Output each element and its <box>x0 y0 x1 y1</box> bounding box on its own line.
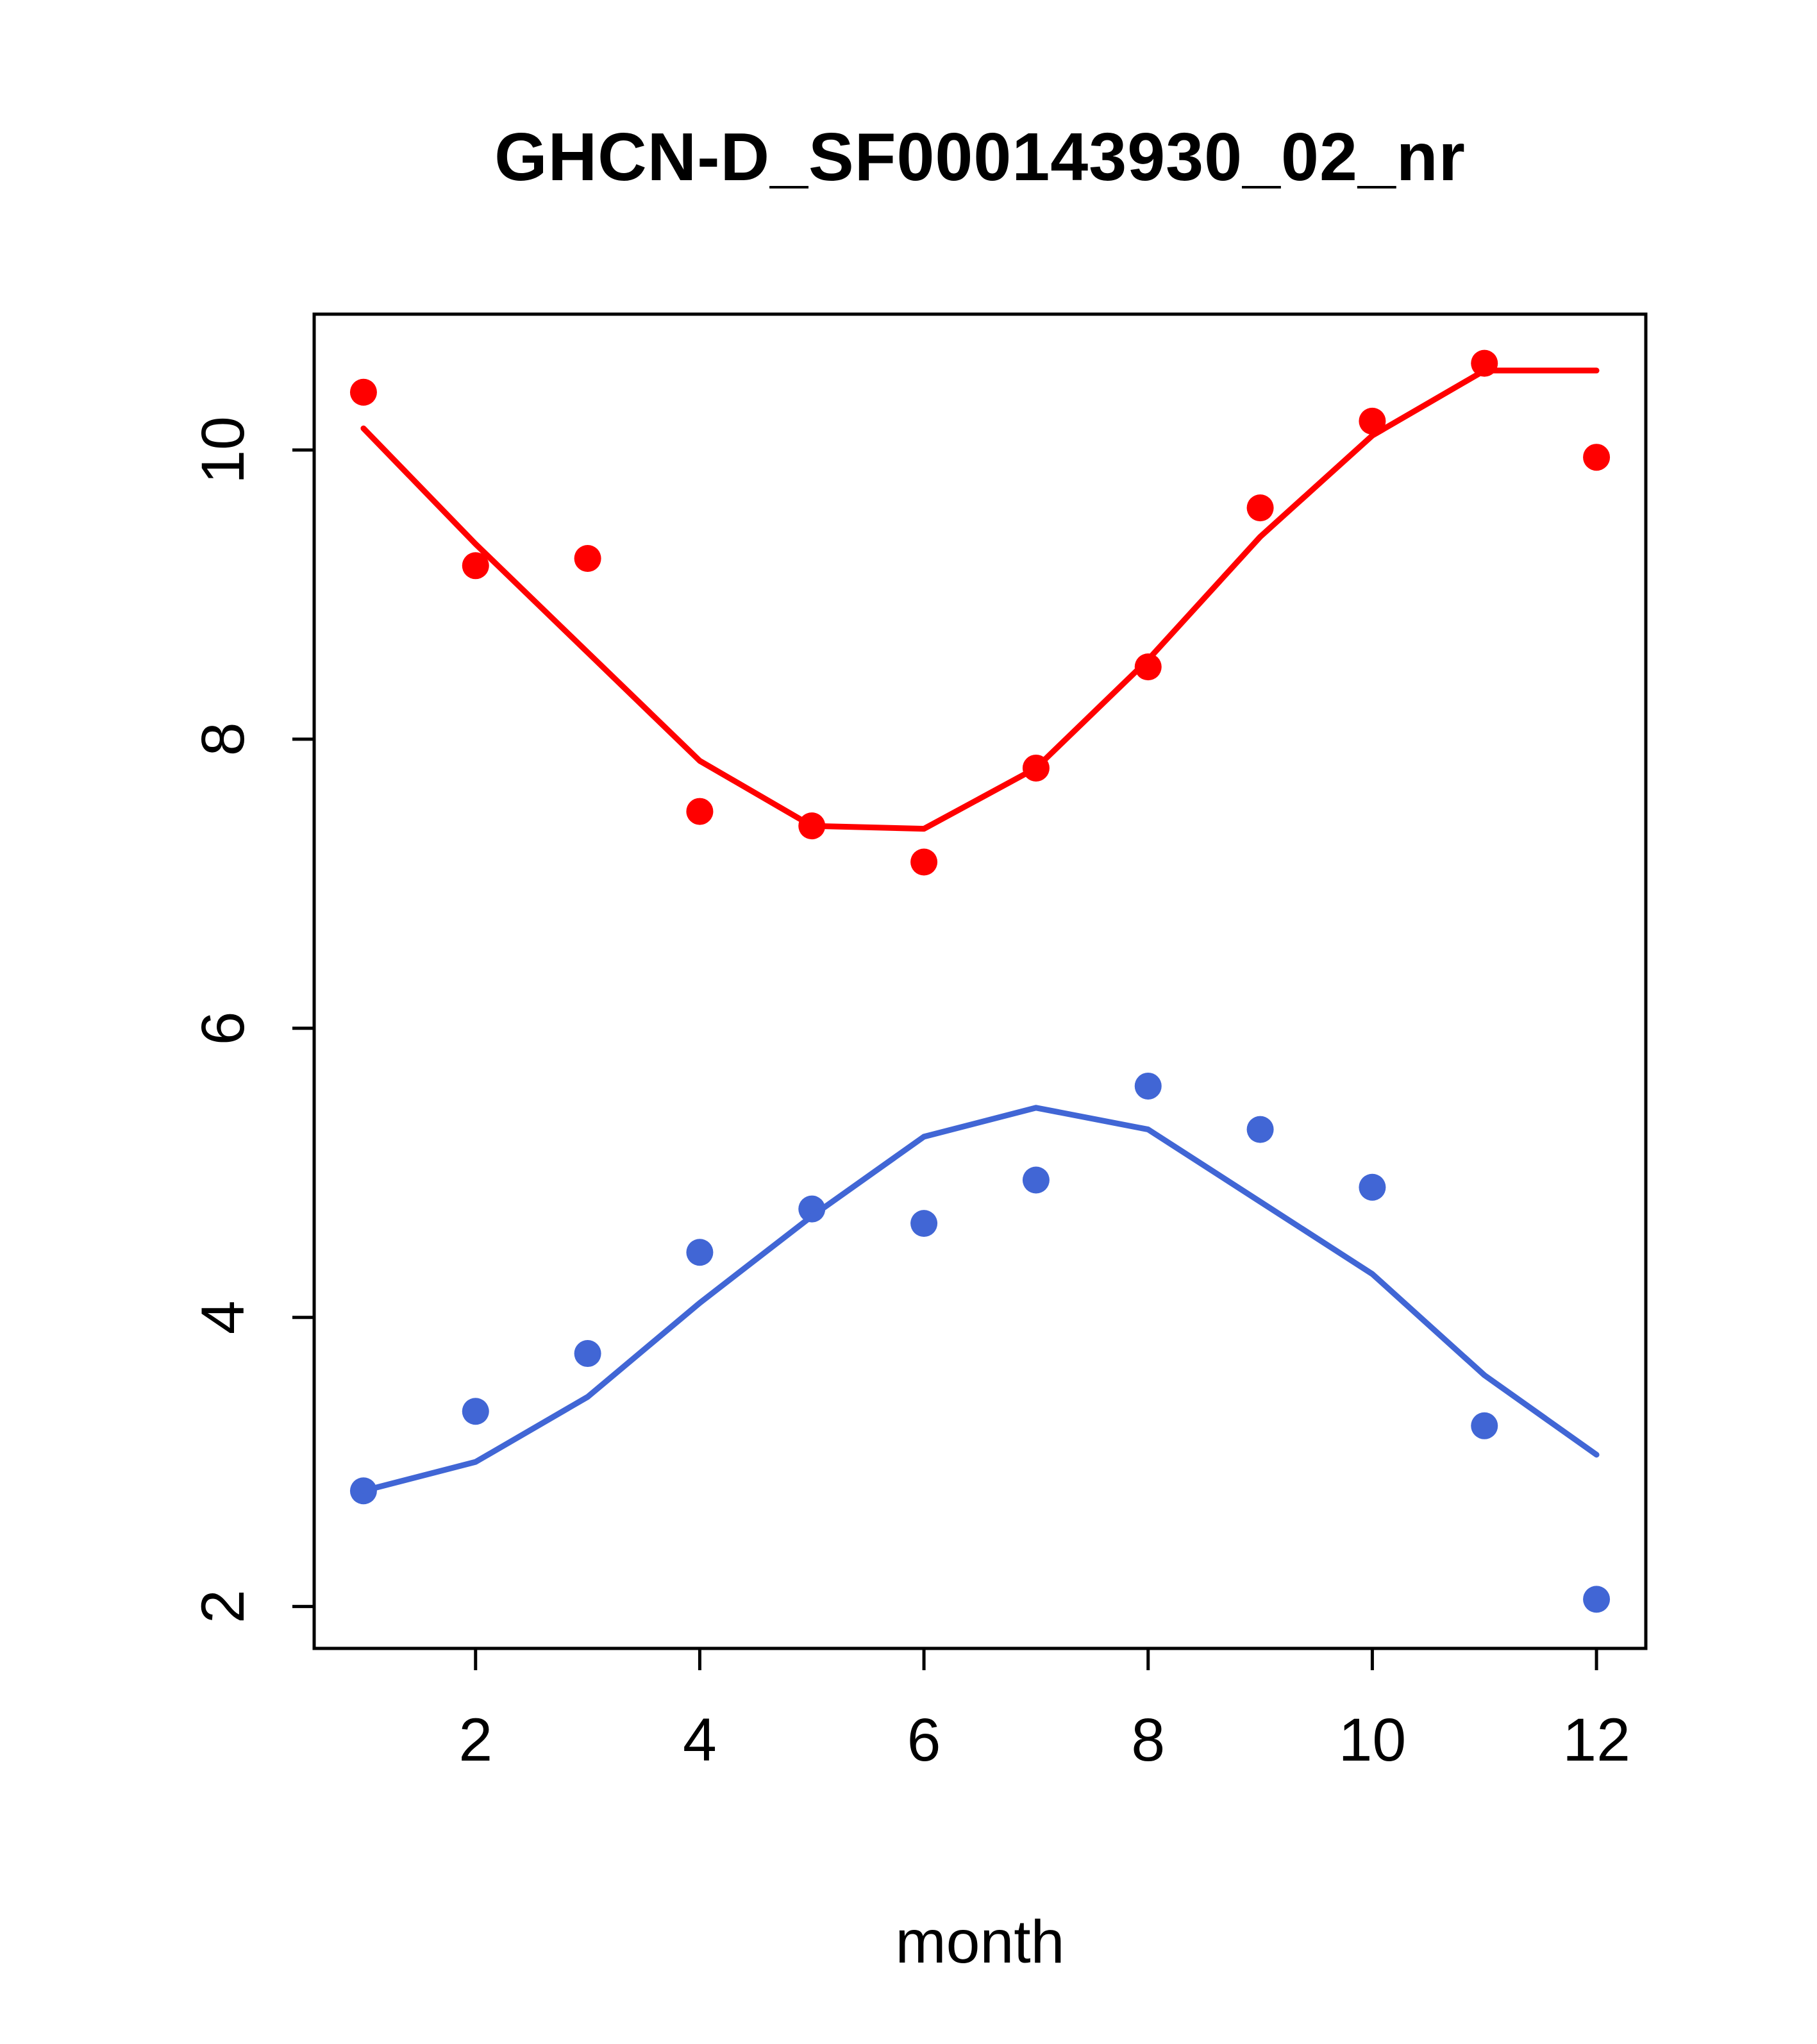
red-scatter-point <box>1134 653 1162 681</box>
red-scatter-point <box>1246 494 1274 522</box>
blue-scatter-point <box>1583 1586 1611 1613</box>
blue-scatter-point <box>1359 1173 1386 1201</box>
plot-box <box>312 312 1648 1650</box>
chart-title: GHCN-D_SF000143930_02_nr <box>494 119 1466 195</box>
blue-scatter-point <box>1134 1072 1162 1100</box>
red-scatter-point <box>462 552 489 580</box>
y-axis-tick-label: 2 <box>189 1589 257 1623</box>
x-axis-tick-label: 4 <box>683 1706 717 1774</box>
y-axis-tick-label: 4 <box>189 1300 257 1334</box>
red-scatter-point <box>574 545 601 573</box>
blue-scatter-point <box>686 1239 714 1266</box>
blue-scatter-point <box>574 1340 601 1368</box>
red-scatter-point <box>1359 407 1386 435</box>
red-scatter-point <box>1583 444 1611 471</box>
blue-scatter-point <box>798 1195 826 1223</box>
y-axis-tick-label: 6 <box>189 1011 257 1045</box>
red-scatter-point <box>910 848 938 876</box>
blue-scatter-point <box>1022 1166 1050 1194</box>
blue-scatter-point <box>1471 1412 1498 1439</box>
red-trend-line <box>360 367 1600 832</box>
red-scatter-point <box>686 798 714 825</box>
x-axis-tick-label: 8 <box>1131 1706 1165 1774</box>
x-axis-tick-label: 2 <box>458 1706 492 1774</box>
red-scatter-point <box>349 378 377 406</box>
blue-scatter-point <box>1246 1116 1274 1143</box>
x-axis-tick-label: 10 <box>1339 1706 1407 1774</box>
y-axis-tick-label: 10 <box>189 416 257 484</box>
y-axis-tick-label: 8 <box>189 722 257 756</box>
blue-scatter-point <box>462 1398 489 1425</box>
blue-scatter-point <box>910 1210 938 1237</box>
x-axis-tick-label: 12 <box>1562 1706 1630 1774</box>
x-axis-tick-label: 6 <box>907 1706 941 1774</box>
x-axis-title: month <box>895 1908 1065 1976</box>
blue-trend-line <box>360 1105 1600 1494</box>
